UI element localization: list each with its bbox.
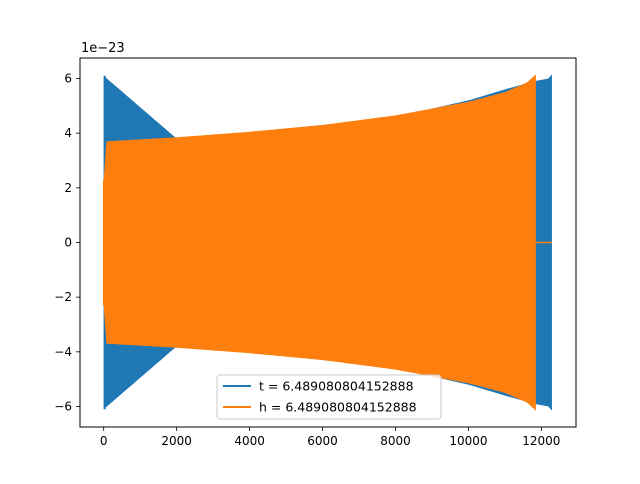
y-tick-label: −4 [54,345,72,359]
y-tick-label: 6 [64,72,72,86]
x-tick-label: 6000 [307,434,338,448]
x-axis: 0 2000 4000 6000 8000 10000 12000 [100,427,560,448]
series-h-band [103,74,536,411]
x-tick-label: 12000 [522,434,560,448]
legend-label: t = 6.489080804152888 [259,379,414,394]
x-tick-label: 8000 [380,434,411,448]
y-tick-label: 0 [64,236,72,250]
y-offset-label: 1e−23 [81,41,125,56]
y-axis: −6 −4 −2 0 2 4 6 [54,72,80,414]
x-tick-label: 0 [100,434,108,448]
legend-box [216,374,442,420]
y-tick-label: 2 [64,181,72,195]
y-tick-label: −6 [54,400,72,414]
legend-label: h = 6.489080804152888 [259,400,417,415]
x-tick-label: 4000 [234,434,265,448]
legend: t = 6.489080804152888 h = 6.4890808041528… [216,374,442,420]
series-layer [102,74,552,411]
x-tick-label: 10000 [449,434,487,448]
x-tick-label: 2000 [161,434,192,448]
y-tick-label: −2 [54,290,72,304]
y-tick-label: 4 [64,126,72,140]
